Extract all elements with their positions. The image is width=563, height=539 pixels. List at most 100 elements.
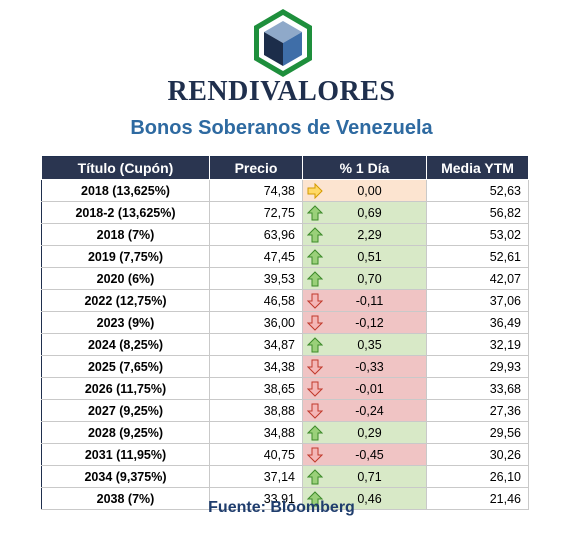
- bond-price: 33,91: [209, 487, 303, 510]
- bond-change: -0,12: [355, 315, 384, 330]
- bond-title: 2026 (11,75%): [41, 377, 210, 400]
- arrow-down-icon: [306, 359, 324, 375]
- arrow-up-icon: [306, 425, 324, 441]
- table-row: 2024 (8,25%) 34,87 0,35 32,19: [41, 333, 529, 356]
- bond-price: 36,00: [209, 311, 303, 334]
- bond-price: 39,53: [209, 267, 303, 290]
- bond-ytm: 42,07: [426, 267, 529, 290]
- bond-title: 2034 (9,375%): [41, 465, 210, 488]
- cube-logo-icon: [254, 9, 312, 77]
- bond-price: 74,38: [209, 179, 303, 202]
- bond-title: 2022 (12,75%): [41, 289, 210, 312]
- bond-change: 0,71: [357, 469, 382, 484]
- table-row: 2018 (13,625%) 74,38 0,00 52,63: [41, 179, 529, 202]
- bonds-table: Título (Cupón) Precio % 1 Día Media YTM …: [41, 156, 529, 510]
- bond-title: 2025 (7,65%): [41, 355, 210, 378]
- bond-change: 0,35: [357, 337, 382, 352]
- bond-title: 2031 (11,95%): [41, 443, 210, 466]
- bond-change: -0,01: [355, 381, 384, 396]
- arrow-up-icon: [306, 227, 324, 243]
- bond-price: 38,88: [209, 399, 303, 422]
- bond-change-cell: 0,35: [302, 333, 427, 356]
- bond-ytm: 21,46: [426, 487, 529, 510]
- arrow-down-icon: [306, 403, 324, 419]
- bond-change-cell: 0,29: [302, 421, 427, 444]
- bond-ytm: 30,26: [426, 443, 529, 466]
- brand-title: RENDIVALORES: [167, 76, 396, 107]
- bond-ytm: 52,63: [426, 179, 529, 202]
- page-subtitle: Bonos Soberanos de Venezuela: [130, 117, 433, 139]
- bond-title: 2018-2 (13,625%): [41, 201, 210, 224]
- bond-change-cell: 2,29: [302, 223, 427, 246]
- bond-change-cell: -0,33: [302, 355, 427, 378]
- arrow-up-icon: [306, 271, 324, 287]
- bond-change-cell: -0,24: [302, 399, 427, 422]
- bond-title: 2019 (7,75%): [41, 245, 210, 268]
- table-row: 2018 (7%) 63,96 2,29 53,02: [41, 223, 529, 246]
- table-row: 2018-2 (13,625%) 72,75 0,69 56,82: [41, 201, 529, 224]
- bond-change-cell: -0,12: [302, 311, 427, 334]
- table-row: 2023 (9%) 36,00 -0,12 36,49: [41, 311, 529, 334]
- bond-change: 0,51: [357, 249, 382, 264]
- bond-change-cell: -0,11: [302, 289, 427, 312]
- table-row: 2025 (7,65%) 34,38 -0,33 29,93: [41, 355, 529, 378]
- bond-change-cell: -0,45: [302, 443, 427, 466]
- bond-title: 2024 (8,25%): [41, 333, 210, 356]
- bond-ytm: 52,61: [426, 245, 529, 268]
- bond-ytm: 32,19: [426, 333, 529, 356]
- bond-ytm: 56,82: [426, 201, 529, 224]
- bond-change: -0,45: [355, 447, 384, 462]
- arrow-down-icon: [306, 447, 324, 463]
- bond-price: 63,96: [209, 223, 303, 246]
- header-title: Título (Cupón): [41, 156, 210, 180]
- table-header-row: Título (Cupón) Precio % 1 Día Media YTM: [41, 156, 529, 180]
- bond-title: 2020 (6%): [41, 267, 210, 290]
- bond-ytm: 26,10: [426, 465, 529, 488]
- arrow-right-icon: [307, 182, 323, 200]
- bond-price: 72,75: [209, 201, 303, 224]
- bond-change-cell: 0,69: [302, 201, 427, 224]
- bond-price: 47,45: [209, 245, 303, 268]
- bond-price: 34,38: [209, 355, 303, 378]
- source-note: Fuente: Bloomberg: [208, 499, 355, 516]
- bond-change-cell: -0,01: [302, 377, 427, 400]
- table-row: 2027 (9,25%) 38,88 -0,24 27,36: [41, 399, 529, 422]
- bond-change: -0,24: [355, 403, 384, 418]
- bond-ytm: 37,06: [426, 289, 529, 312]
- bond-title: 2038 (7%): [41, 487, 210, 510]
- bond-change: 0,69: [357, 205, 382, 220]
- bond-price: 37,14: [209, 465, 303, 488]
- bond-ytm: 36,49: [426, 311, 529, 334]
- table-row: 2020 (6%) 39,53 0,70 42,07: [41, 267, 529, 290]
- bond-ytm: 27,36: [426, 399, 529, 422]
- table-row: 2034 (9,375%) 37,14 0,71 26,10: [41, 465, 529, 488]
- bond-change-cell: 0,70: [302, 267, 427, 290]
- arrow-up-icon: [306, 205, 324, 221]
- table-row: 2022 (12,75%) 46,58 -0,11 37,06: [41, 289, 529, 312]
- bond-change-cell: 0,46: [302, 487, 427, 510]
- arrow-up-icon: [306, 491, 324, 507]
- table-row: 2026 (11,75%) 38,65 -0,01 33,68: [41, 377, 529, 400]
- arrow-up-icon: [306, 249, 324, 265]
- bond-price: 40,75: [209, 443, 303, 466]
- header-price: Precio: [209, 156, 303, 180]
- bond-ytm: 29,56: [426, 421, 529, 444]
- bond-price: 38,65: [209, 377, 303, 400]
- bond-title: 2023 (9%): [41, 311, 210, 334]
- bond-change: 0,00: [357, 183, 382, 198]
- bond-change-cell: 0,00: [302, 179, 427, 202]
- bond-change: 0,70: [357, 271, 382, 286]
- table-row: 2019 (7,75%) 47,45 0,51 52,61: [41, 245, 529, 268]
- arrow-down-icon: [306, 315, 324, 331]
- table-row: 2031 (11,95%) 40,75 -0,45 30,26: [41, 443, 529, 466]
- bond-title: 2027 (9,25%): [41, 399, 210, 422]
- header-ytm: Media YTM: [426, 156, 529, 180]
- bond-change-cell: 0,71: [302, 465, 427, 488]
- bond-change-cell: 0,51: [302, 245, 427, 268]
- bond-change: -0,33: [355, 359, 384, 374]
- bond-title: 2018 (13,625%): [41, 179, 210, 202]
- bond-ytm: 33,68: [426, 377, 529, 400]
- bond-change: -0,11: [355, 293, 384, 308]
- bond-title: 2028 (9,25%): [41, 421, 210, 444]
- bond-price: 46,58: [209, 289, 303, 312]
